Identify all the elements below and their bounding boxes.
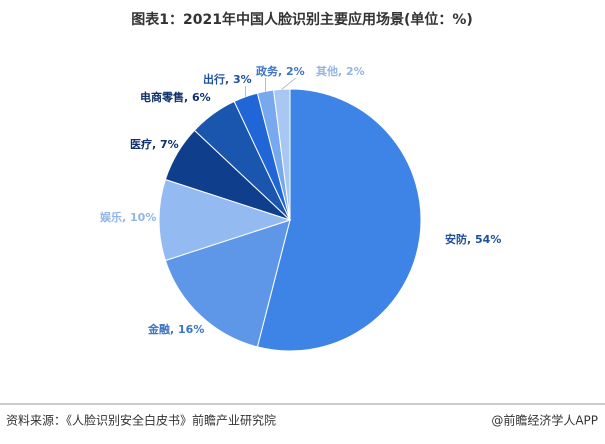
leader-line bbox=[281, 77, 297, 90]
pie-slice bbox=[256, 88, 422, 352]
brand: @前瞻经济学人APP bbox=[491, 413, 598, 428]
pie-slice bbox=[158, 178, 292, 262]
slice-label: 出行, 3% bbox=[203, 72, 252, 86]
slice-label: 其他, 2% bbox=[316, 64, 365, 78]
slice-label: 电商零售, 6% bbox=[140, 90, 211, 104]
source: 资料来源：《人脸识别安全白皮书》前瞻产业研究院 bbox=[6, 413, 276, 428]
slice-label: 政务, 2% bbox=[256, 64, 305, 78]
slice-label: 娱乐, 10% bbox=[100, 210, 156, 224]
chart-title: 图表1：2021年中国人脸识别主要应用场景(单位：%) bbox=[131, 11, 473, 28]
pie-slice bbox=[273, 88, 291, 221]
pie-slice bbox=[164, 219, 291, 348]
slice-label: 金融, 16% bbox=[147, 322, 204, 336]
slice-label: 安防, 54% bbox=[445, 232, 501, 246]
pie: 安防, 54% 金融, 16% 娱乐, 10% 医疗, 7% 电商零售, 6% 出行, 3… bbox=[100, 64, 501, 352]
slice-label: 医疗, 7% bbox=[130, 137, 179, 151]
